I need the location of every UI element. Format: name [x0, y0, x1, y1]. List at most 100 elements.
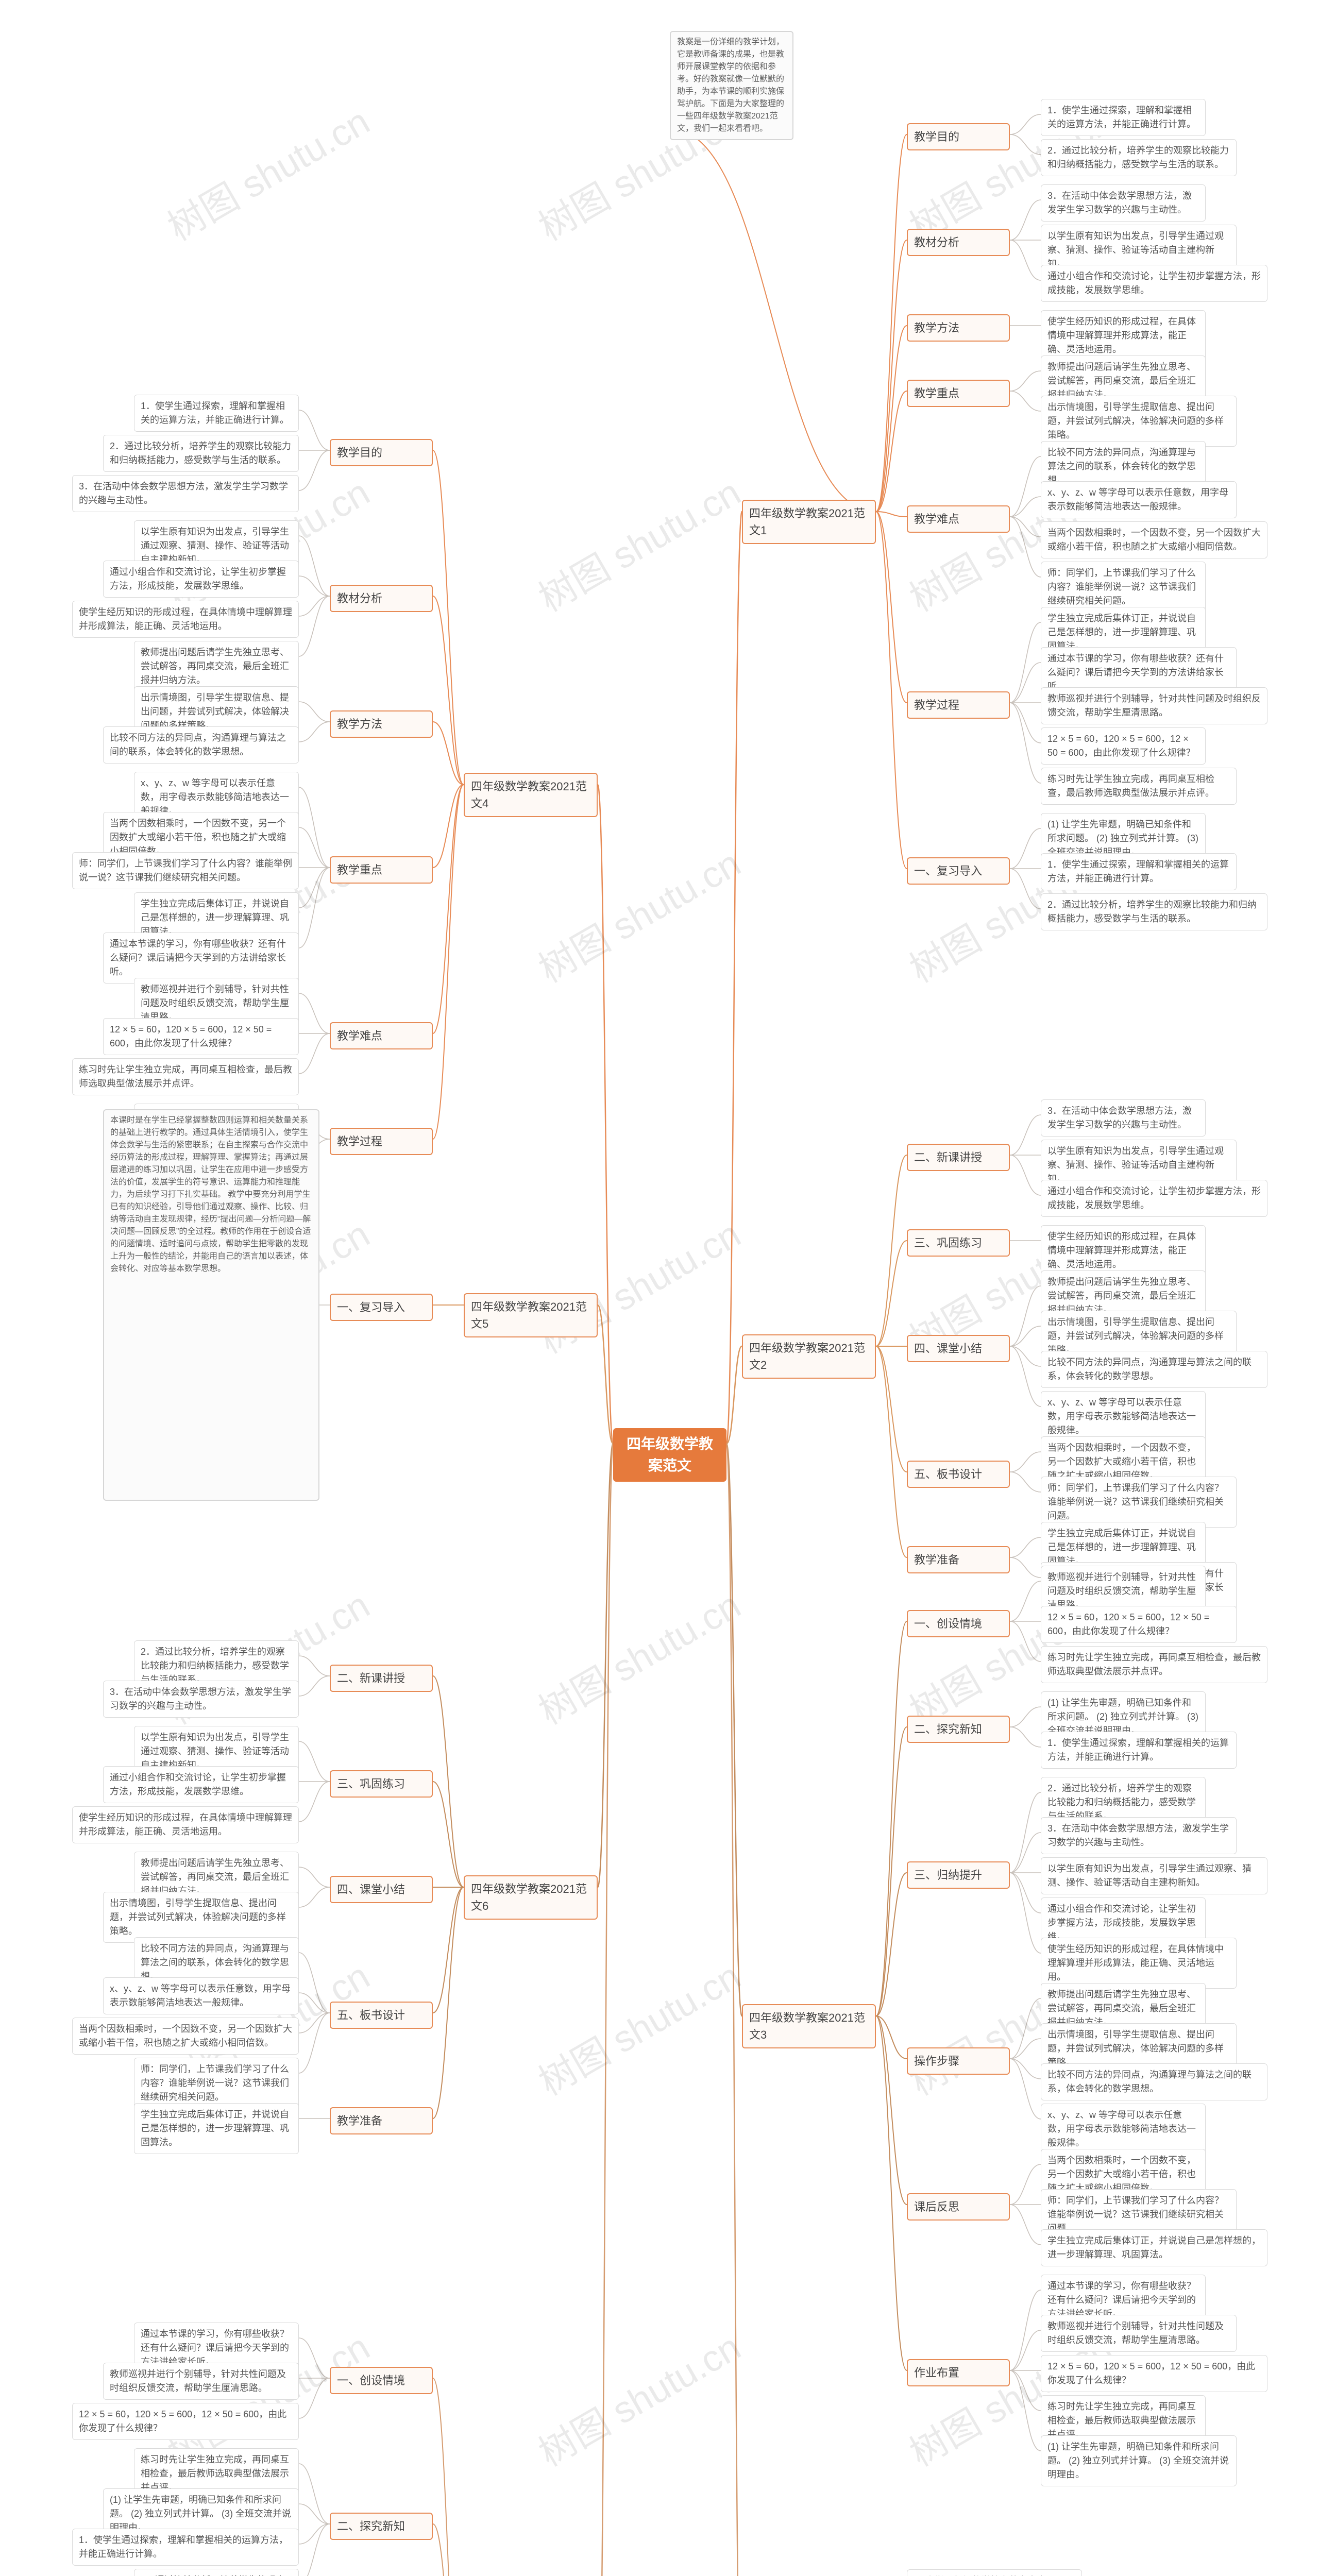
sub-branch: 教学重点 [330, 856, 433, 884]
watermark: 树图 shutu.cn [527, 834, 749, 993]
watermark: 树图 shutu.cn [527, 463, 749, 622]
leaf-node: 教师提出问题后请学生先独立思考、尝试解答，再同桌交流，最后全班汇报并归纳方法。 [134, 641, 299, 692]
mindmap-canvas: 树图 shutu.cn 树图 shutu.cn 树图 shutu.cn 树图 shut… [0, 0, 1319, 2576]
leaf-node: 师：同学们，上节课我们学习了什么内容？谁能举例说一说？这节课我们继续研究相关问题… [1041, 562, 1206, 613]
leaf-node: 练习时先让学生独立完成，再同桌互相检查，最后教师选取典型做法展示并点评。 [72, 1058, 299, 1095]
leaf-node: 1．使学生通过探索，理解和掌握相关的运算方法，并能正确进行计算。 [1041, 1732, 1237, 1769]
leaf-node: 通过小组合作和交流讨论，让学生初步掌握方法，形成技能，发展数学思维。 [1041, 1180, 1267, 1217]
sub-branch: 一、复习导入 [907, 857, 1010, 885]
leaf-node: (1) 让学生先审题，明确已知条件和所求问题。 (2) 独立列式并计算。 (3)… [1041, 2435, 1237, 2486]
leaf-node: 通过小组合作和交流讨论，让学生初步掌握方法，形成技能，发展数学思维。 [103, 1766, 299, 1803]
leaf-node: 通过本节课的学习，你有哪些收获？还有什么疑问？课后请把今天学到的方法讲给家长听。 [103, 933, 299, 984]
leaf-node: 教师巡视并进行个别辅导，针对共性问题及时组织反馈交流，帮助学生厘清思路。 [1041, 687, 1267, 724]
leaf-node: 12 × 5 = 60，120 × 5 = 600，12 × 50 = 600，… [1041, 1606, 1237, 1643]
sub-branch: 二、新课讲授 [907, 1144, 1010, 1171]
leaf-node: 师：同学们，上节课我们学习了什么内容？谁能举例说一说？这节课我们继续研究相关问题… [1041, 1477, 1237, 1528]
leaf-node: 使学生经历知识的形成过程，在具体情境中理解算理并形成算法，能正确、灵活地运用。 [1041, 310, 1206, 361]
sub-branch: 教学目的 [907, 123, 1010, 150]
leaf-node: 学生独立完成后集体订正，并说说自己是怎样想的，进一步理解算理、巩固算法。 [1041, 2229, 1267, 2266]
leaf-node: 当两个因数相乘时，一个因数不变，另一个因数扩大或缩小若干倍，积也随之扩大或缩小相… [72, 2018, 299, 2055]
sub-branch: 二、新课讲授 [330, 1665, 433, 1692]
leaf-node: 出示情境图，引导学生提取信息、提出问题，并尝试列式解决，体验解决问题的多样策略。 [1041, 396, 1237, 447]
leaf-node: x、y、z、w 等字母可以表示任意数，用字母表示数能够简洁地表达一般规律。 [1041, 1391, 1206, 1442]
watermark: 树图 shutu.cn [527, 1946, 749, 2106]
leaf-node: 3．在活动中体会数学思想方法，激发学生学习数学的兴趣与主动性。 [103, 1681, 299, 1718]
sub-branch: 五、板书设计 [330, 2002, 433, 2029]
leaf-node: 师：同学们，上节课我们学习了什么内容？谁能举例说一说？这节课我们继续研究相关问题… [134, 2058, 299, 2109]
leaf-node: 学生独立完成后集体订正，并说说自己是怎样想的，进一步理解算理、巩固算法。 [134, 2103, 299, 2154]
sub-branch: 教学准备 [907, 1546, 1010, 1573]
root-node: 四年级数学教案范文 [613, 1428, 726, 1482]
main-branch: 四年级数学教案2021范文5 [464, 1293, 598, 1337]
sub-branch: 教学方法 [907, 314, 1010, 342]
leaf-node: 教师巡视并进行个别辅导，针对共性问题及时组织反馈交流，帮助学生厘清思路。 [1041, 2315, 1237, 2352]
leaf-node: 比较不同方法的异同点，沟通算理与算法之间的联系，体会转化的数学思想。 [1041, 2063, 1267, 2100]
leaf-node: x、y、z、w 等字母可以表示任意数，用字母表示数能够简洁地表达一般规律。 [103, 1977, 299, 2014]
leaf-node: 使学生经历知识的形成过程，在具体情境中理解算理并形成算法，能正确、灵活地运用。 [1041, 1938, 1237, 1989]
intro-note: 教案是一份详细的教学计划，它是教师备课的成果，也是教师开展课堂教学的依据和参考。… [670, 31, 793, 140]
sub-branch: 教学过程 [907, 691, 1010, 719]
leaf-node: 教师巡视并进行个别辅导，针对共性问题及时组织反馈交流，帮助学生厘清思路。 [103, 2363, 299, 2400]
sub-branch: 一、复习导入 [330, 1294, 433, 1321]
sub-branch: 四、课堂小结 [330, 1876, 433, 1903]
main-branch: 四年级数学教案2021范文1 [742, 500, 876, 544]
leaf-node: 练习时先让学生独立完成，再同桌互相检查，最后教师选取典型做法展示并点评。 [1041, 1646, 1267, 1683]
leaf-node: 2．通过比较分析，培养学生的观察比较能力和归纳概括能力，感受数学与生活的联系。 [1041, 139, 1237, 176]
sub-branch: 一、创设情境 [330, 2367, 433, 2394]
main-branch: 四年级数学教案2021范文6 [464, 1875, 598, 1920]
leaf-node: 比较不同方法的异同点，沟通算理与算法之间的联系，体会转化的数学思想。 [103, 726, 299, 764]
leaf-node: 12 × 5 = 60，120 × 5 = 600，12 × 50 = 600，… [72, 2403, 299, 2440]
sub-branch: 二、探究新知 [907, 1716, 1010, 1743]
watermark: 树图 shutu.cn [527, 1205, 749, 1364]
sub-branch: ★ 小学四年级数学教案范文大全 [907, 2569, 1082, 2576]
leaf-node: 1．使学生通过探索，理解和掌握相关的运算方法，并能正确进行计算。 [134, 395, 299, 432]
leaf-node: 12 × 5 = 60，120 × 5 = 600，12 × 50 = 600，… [1041, 727, 1206, 765]
leaf-node: 练习时先让学生独立完成，再同桌互相检查，最后教师选取典型做法展示并点评。 [1041, 768, 1237, 805]
leaf-node: 当两个因数相乘时，一个因数不变，另一个因数扩大或缩小若干倍，积也随之扩大或缩小相… [1041, 521, 1267, 558]
sub-branch: 二、探究新知 [330, 2513, 433, 2540]
sub-branch: 教学难点 [330, 1022, 433, 1049]
leaf-node: 通过小组合作和交流讨论，让学生初步掌握方法，形成技能，发展数学思维。 [103, 561, 299, 598]
main-branch: 四年级数学教案2021范文2 [742, 1334, 876, 1379]
main-branch: 四年级数学教案2021范文3 [742, 2004, 876, 2048]
sub-branch: 教学难点 [907, 505, 1010, 533]
leaf-node: 3．在活动中体会数学思想方法，激发学生学习数学的兴趣与主动性。 [1041, 1817, 1237, 1854]
sub-branch: 五、板书设计 [907, 1461, 1010, 1488]
leaf-node: 3．在活动中体会数学思想方法，激发学生学习数学的兴趣与主动性。 [1041, 184, 1206, 222]
leaf-node: 使学生经历知识的形成过程，在具体情境中理解算理并形成算法，能正确、灵活地运用。 [72, 1806, 299, 1843]
sub-branch: 三、巩固练习 [330, 1770, 433, 1798]
leaf-node: 2．通过比较分析，培养学生的观察比较能力和归纳概括能力，感受数学与生活的联系。 [1041, 893, 1267, 930]
leaf-node: 以学生原有知识为出发点，引导学生通过观察、猜测、操作、验证等活动自主建构新知。 [1041, 1857, 1267, 1894]
leaf-node: 通过小组合作和交流讨论，让学生初步掌握方法，形成技能，发展数学思维。 [1041, 265, 1267, 302]
sub-branch: 课后反思 [907, 2193, 1010, 2221]
leaf-node: 出示情境图，引导学生提取信息、提出问题，并尝试列式解决，体验解决问题的多样策略。 [103, 1892, 299, 1943]
main-branch: 四年级数学教案2021范文4 [464, 773, 598, 817]
sub-branch: 教学准备 [330, 2107, 433, 2134]
leaf-node: 3．在活动中体会数学思想方法，激发学生学习数学的兴趣与主动性。 [1041, 1099, 1206, 1137]
sub-branch: 操作步骤 [907, 2047, 1010, 2075]
leaf-node: x、y、z、w 等字母可以表示任意数，用字母表示数能够简洁地表达一般规律。 [1041, 2104, 1206, 2155]
leaf-node: 12 × 5 = 60，120 × 5 = 600，12 × 50 = 600，… [1041, 2355, 1267, 2392]
sub-branch: 教学目的 [330, 439, 433, 466]
watermark: 树图 shutu.cn [527, 1575, 749, 1735]
leaf-node: 2．通过比较分析，培养学生的观察比较能力和归纳概括能力，感受数学与生活的联系。 [134, 2569, 299, 2576]
sub-branch: 三、巩固练习 [907, 1229, 1010, 1257]
leaf-node: 1．使学生通过探索，理解和掌握相关的运算方法，并能正确进行计算。 [1041, 99, 1206, 136]
sub-branch: 教学过程 [330, 1128, 433, 1155]
sub-branch: 四、课堂小结 [907, 1335, 1010, 1362]
watermark: 树图 shutu.cn [527, 2317, 749, 2477]
leaf-node: 3．在活动中体会数学思想方法，激发学生学习数学的兴趣与主动性。 [72, 475, 299, 512]
sub-branch: 作业布置 [907, 2359, 1010, 2386]
sub-branch: 教学方法 [330, 710, 433, 738]
sub-branch: 教材分析 [330, 585, 433, 612]
leaf-node: 使学生经历知识的形成过程，在具体情境中理解算理并形成算法，能正确、灵活地运用。 [1041, 1225, 1206, 1276]
watermark: 树图 shutu.cn [156, 92, 378, 251]
leaf-node: 师：同学们，上节课我们学习了什么内容？谁能举例说一说？这节课我们继续研究相关问题… [72, 852, 299, 889]
leaf-node: 2．通过比较分析，培养学生的观察比较能力和归纳概括能力，感受数学与生活的联系。 [103, 435, 299, 472]
long-text-block: 本课时是在学生已经掌握整数四则运算和相关数量关系的基础上进行教学的。通过具体生活… [103, 1109, 319, 1501]
sub-branch: 一、创设情境 [907, 1610, 1010, 1637]
leaf-node: x、y、z、w 等字母可以表示任意数，用字母表示数能够简洁地表达一般规律。 [1041, 481, 1237, 518]
leaf-node: 比较不同方法的异同点，沟通算理与算法之间的联系，体会转化的数学思想。 [1041, 1351, 1267, 1388]
leaf-node: 1．使学生通过探索，理解和掌握相关的运算方法，并能正确进行计算。 [1041, 853, 1237, 890]
sub-branch: 教材分析 [907, 229, 1010, 256]
